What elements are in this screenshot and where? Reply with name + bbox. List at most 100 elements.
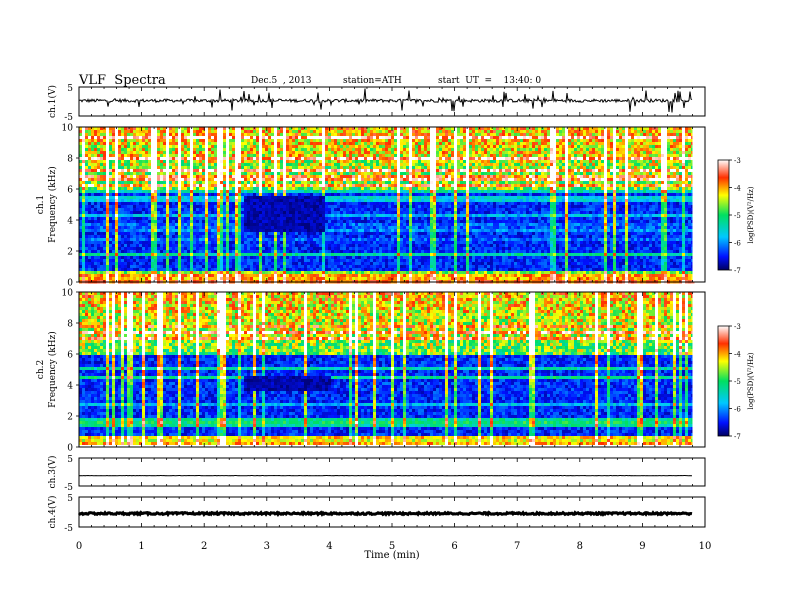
spec1-cell xyxy=(274,160,278,164)
spec1-cell xyxy=(157,142,161,146)
spec1-cell xyxy=(616,166,620,170)
spec1-cell xyxy=(415,166,419,170)
spec1-cell xyxy=(112,175,116,179)
spec1-cell xyxy=(169,157,173,161)
spec1-cell xyxy=(232,151,236,155)
spec1-cell xyxy=(625,172,629,176)
spec1-cell xyxy=(676,151,680,155)
spec1-cell xyxy=(235,160,239,164)
spec1-cell xyxy=(511,145,515,149)
spec1-cell xyxy=(457,175,461,179)
spec1-cell xyxy=(253,130,257,134)
spec1-cell xyxy=(391,142,395,146)
spec1-cell xyxy=(505,154,509,158)
spec1-cell xyxy=(184,139,188,143)
spec1-cell xyxy=(646,184,650,188)
spec1-cell xyxy=(268,151,272,155)
spec1-cell xyxy=(133,148,137,152)
spec1-cell xyxy=(271,136,275,140)
spec1-cell xyxy=(307,136,311,140)
spec1-cell xyxy=(655,166,659,170)
spec1-cell xyxy=(316,193,320,197)
spec1-cell xyxy=(670,133,674,137)
spec1-cell xyxy=(352,172,356,176)
spec1-cell xyxy=(178,193,182,197)
spec1-cell xyxy=(292,148,296,152)
spec1-cell xyxy=(484,184,488,188)
spec1-cell xyxy=(202,148,206,152)
spec1-cell xyxy=(670,130,674,134)
spec1-cell xyxy=(682,169,686,173)
spec1-cell xyxy=(616,133,620,137)
spec1-cell xyxy=(568,157,572,161)
spec1-cell xyxy=(439,127,443,131)
spec1-cell xyxy=(286,133,290,137)
spec1-cell xyxy=(649,157,653,161)
spec1-cell xyxy=(649,145,653,149)
spec1-cell xyxy=(232,187,236,191)
spec1-cell xyxy=(592,157,596,161)
spec1-cell xyxy=(244,157,248,161)
spec1-cell xyxy=(616,187,620,191)
spec1-cell xyxy=(601,157,605,161)
spec1-cell xyxy=(451,166,455,170)
spec1-cell xyxy=(85,166,89,170)
spec1-cell xyxy=(136,175,140,179)
spec1-cell xyxy=(79,190,83,194)
spec1-cell xyxy=(382,139,386,143)
spec1-cell xyxy=(424,169,428,173)
spec1-cell xyxy=(85,151,89,155)
spec1-cell xyxy=(403,181,407,185)
spec1-cell xyxy=(364,130,368,134)
spec1-cell xyxy=(331,136,335,140)
spec1-cell xyxy=(565,172,569,176)
spec1-cell xyxy=(277,169,281,173)
spec1-cell xyxy=(490,190,494,194)
spec1-cell xyxy=(421,166,425,170)
spec1-cell xyxy=(463,193,467,197)
spec1-cell xyxy=(526,163,530,167)
spec1-cell xyxy=(652,175,656,179)
spec1-cell xyxy=(682,145,686,149)
spec1-cell xyxy=(190,148,194,152)
spec1-cell xyxy=(562,136,566,140)
spec1-cell xyxy=(385,127,389,131)
spec1-cell xyxy=(655,178,659,182)
spec1-cell xyxy=(682,160,686,164)
spec1-cell xyxy=(208,142,212,146)
spec1-cell xyxy=(274,172,278,176)
spec1-cell xyxy=(679,139,683,143)
spec1-cell xyxy=(646,190,650,194)
spec1-cell xyxy=(265,139,269,143)
spec1-cell xyxy=(133,139,137,143)
spec1-cell xyxy=(103,187,107,191)
spec1-cell xyxy=(307,154,311,158)
spec1-cell xyxy=(88,130,92,134)
spec1-cell xyxy=(322,187,326,191)
spec1-cell xyxy=(469,151,473,155)
spec1-cell xyxy=(262,190,266,194)
spec1-cell xyxy=(343,190,347,194)
spec1-cell xyxy=(391,178,395,182)
spec1-cell xyxy=(175,163,179,167)
spec1-cell xyxy=(583,130,587,134)
spec1-cell xyxy=(652,136,656,140)
chart-title: VLF Spectra xyxy=(79,73,166,88)
spec1-cell xyxy=(94,133,98,137)
spec1-cell xyxy=(562,175,566,179)
spec1-cell xyxy=(352,133,356,137)
spec1-cell xyxy=(301,142,305,146)
spec1-cell xyxy=(547,127,551,131)
spec1-cell xyxy=(133,127,137,131)
spec1-cell xyxy=(265,196,269,200)
spec1-cell xyxy=(511,133,515,137)
spec1-cell xyxy=(100,178,104,182)
spec1-cell xyxy=(544,193,548,197)
spec1-cell xyxy=(175,166,179,170)
spec1-cell xyxy=(370,181,374,185)
spec1-cell xyxy=(142,130,146,134)
spec1-cell xyxy=(241,130,245,134)
spec1-cell xyxy=(634,151,638,155)
spec1-cell xyxy=(235,130,239,134)
spec1-cell xyxy=(280,133,284,137)
